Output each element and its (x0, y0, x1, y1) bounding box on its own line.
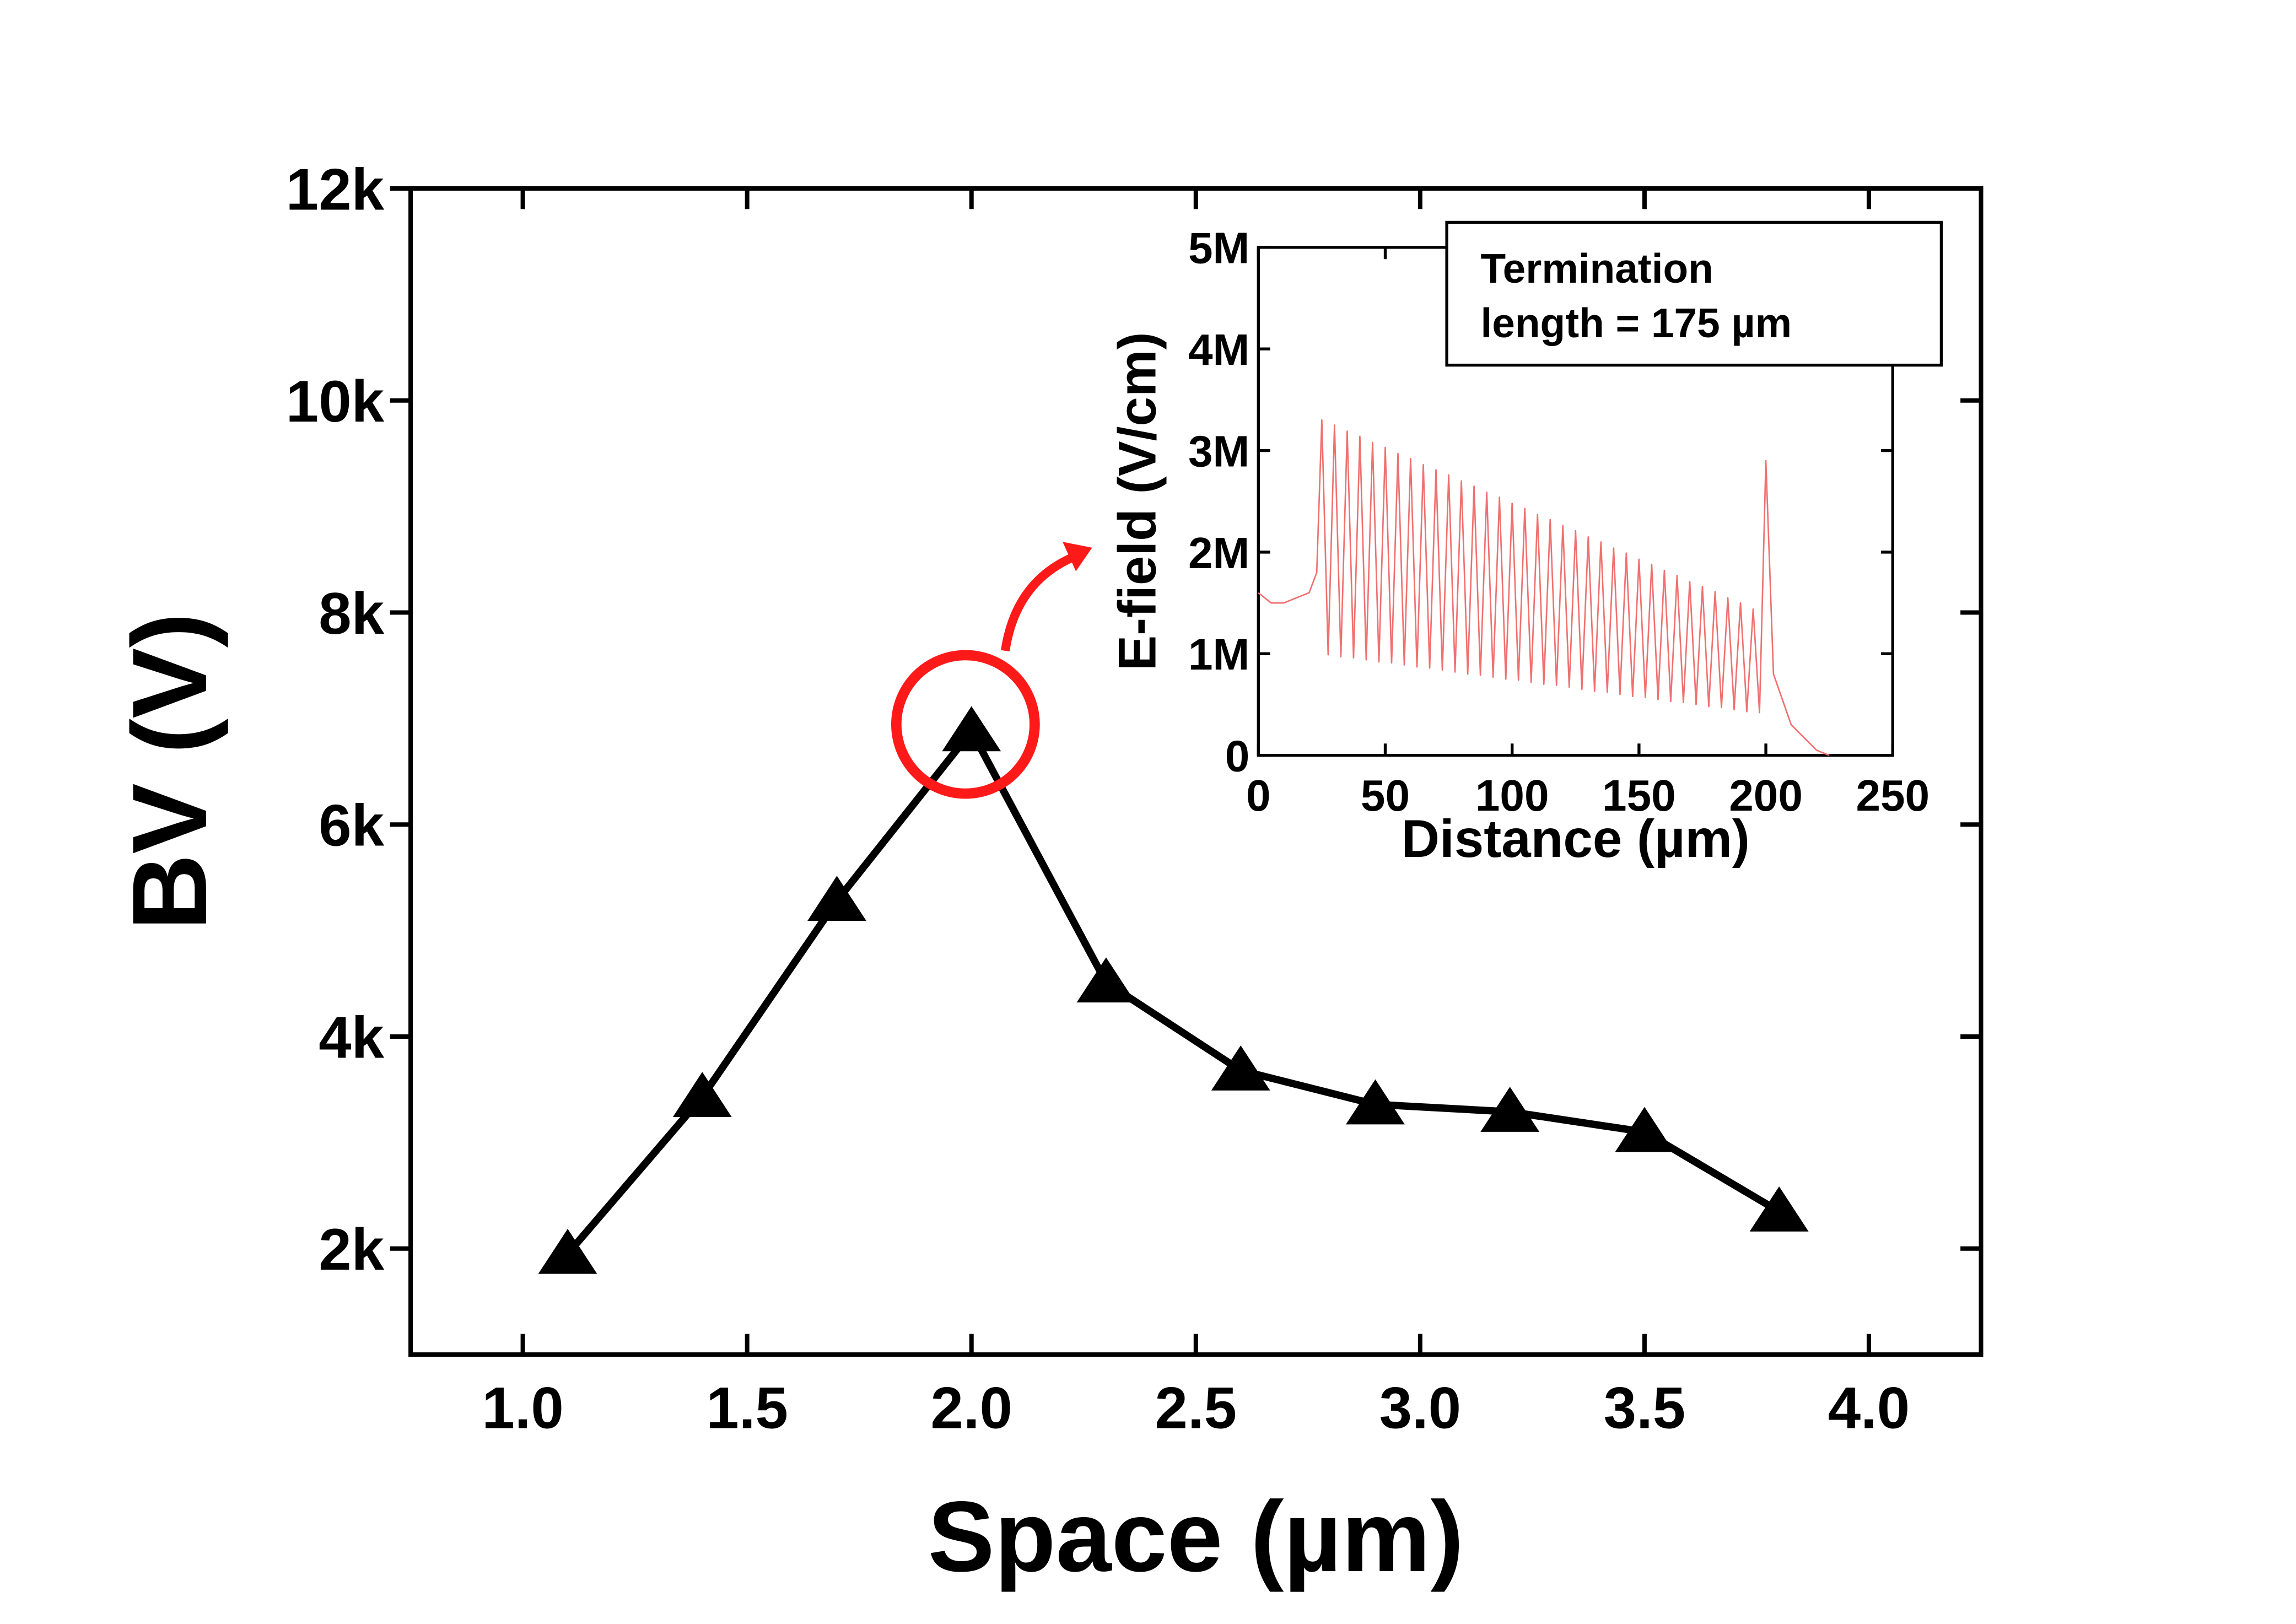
y-tick-label: 4k (319, 1004, 384, 1070)
y-axis-title: E-field (V/cm) (1108, 332, 1167, 671)
x-tick-label: 150 (1602, 770, 1676, 820)
x-axis-title: Distance (µm) (1402, 810, 1750, 868)
annotation-text: length = 175 µm (1481, 300, 1792, 346)
x-tick-label: 3.0 (1379, 1375, 1461, 1441)
y-tick-label: 5M (1188, 223, 1249, 273)
y-tick-label: 10k (286, 368, 385, 434)
x-tick-label: 250 (1856, 770, 1929, 820)
x-tick-label: 50 (1361, 770, 1410, 820)
x-tick-label: 100 (1475, 770, 1549, 820)
x-tick-label: 4.0 (1828, 1375, 1910, 1441)
x-axis-title: Space (µm) (928, 1481, 1464, 1593)
highlight-circle (891, 650, 1040, 799)
marker (942, 706, 1001, 752)
y-tick-label: 2M (1188, 528, 1249, 578)
annotation-arrow (1001, 552, 1076, 652)
x-tick-label: 2.0 (930, 1375, 1012, 1441)
marker (807, 876, 866, 921)
y-axis-title: BV (V) (110, 612, 229, 930)
marker (672, 1072, 732, 1117)
marker (1076, 957, 1136, 1003)
y-tick-label: 1M (1188, 629, 1249, 679)
inset-plot: 0 50 100 150 200 250 0 1M 2M 3M 4M 5M Distance (µm) E… (1108, 220, 1943, 868)
y-tick-label: 3M (1188, 426, 1249, 476)
main-plot: 1.0 1.5 2.0 2.5 3.0 3.5 4.0 2k 4k 6k 8k 10k 12k Space… (110, 156, 1984, 1593)
marker (1749, 1186, 1809, 1232)
marker (1615, 1107, 1674, 1152)
arrow-head (1063, 542, 1092, 571)
y-tick-label: 6k (319, 792, 384, 859)
marker (1480, 1087, 1540, 1132)
x-tick-label: 2.5 (1155, 1375, 1237, 1441)
data-line (564, 727, 1781, 1256)
x-tick-label: 1.5 (706, 1375, 788, 1441)
data-line (1258, 419, 1830, 756)
x-tick-label: 0 (1246, 770, 1271, 820)
y-tick-label: 0 (1225, 731, 1250, 780)
y-tick-label: 2k (319, 1216, 384, 1282)
marker (1211, 1045, 1270, 1091)
marker (538, 1228, 597, 1274)
y-tick-label: 12k (286, 156, 385, 222)
y-tick-label: 4M (1188, 325, 1249, 374)
x-tick-label: 1.0 (482, 1375, 563, 1441)
x-tick-label: 200 (1729, 770, 1803, 820)
y-tick-label: 8k (319, 580, 384, 646)
x-tick-label: 3.5 (1604, 1375, 1685, 1441)
marker (1346, 1079, 1405, 1125)
annotation-text: Termination (1481, 245, 1713, 292)
annotation-box (1445, 220, 1943, 367)
